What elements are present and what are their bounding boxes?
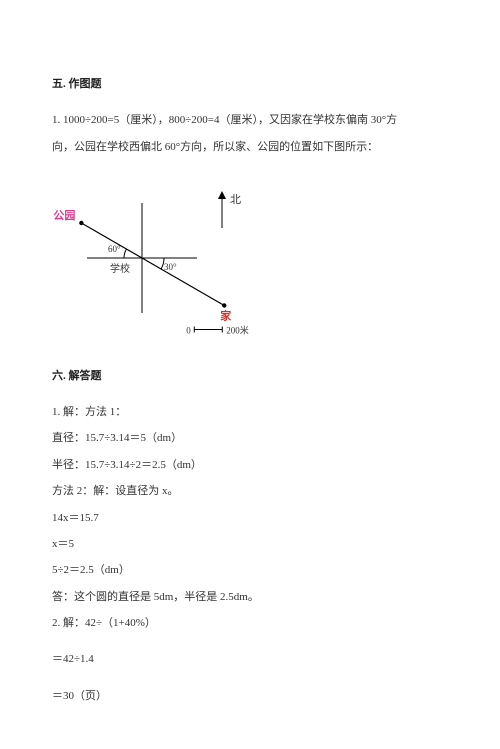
diagram-container: 北公园 60° 家 30° 学校 0 200米 <box>52 168 448 348</box>
svg-text:学校: 学校 <box>110 262 130 275</box>
svg-text:200米: 200米 <box>226 325 249 336</box>
section5-heading: 五. 作图题 <box>52 71 448 97</box>
svg-text:30°: 30° <box>164 262 177 272</box>
section6-heading: 六. 解答题 <box>52 363 448 389</box>
svg-text:0: 0 <box>186 326 191 336</box>
svg-text:公园: 公园 <box>53 209 75 222</box>
svg-text:家: 家 <box>220 309 232 323</box>
q1-text-line1: 1. 1000÷200=5（厘米），800÷200=4（厘米），又因家在学校东偏… <box>52 107 448 133</box>
a1-l3: 半径：15.7÷3.14÷2＝2.5（dm） <box>52 452 448 478</box>
a2-l3: ＝30（页） <box>52 683 448 709</box>
a1-l7: 5÷2＝2.5（dm） <box>52 557 448 583</box>
q1-text-line2: 向，公园在学校西偏北 60°方向，所以家、公园的位置如下图所示： <box>52 134 448 160</box>
a1-l8: 答：这个圆的直径是 5dm，半径是 2.5dm。 <box>52 584 448 610</box>
page: 五. 作图题 1. 1000÷200=5（厘米），800÷200=4（厘米），又… <box>0 0 500 749</box>
a1-l1: 1. 解：方法 1： <box>52 399 448 425</box>
a1-l4: 方法 2：解：设直径为 x。 <box>52 478 448 504</box>
svg-text:60°: 60° <box>108 244 121 254</box>
a2-l1: 2. 解：42÷（1+40%） <box>52 610 448 636</box>
a1-l5: 14x＝15.7 <box>52 505 448 531</box>
a1-l6: x＝5 <box>52 531 448 557</box>
direction-diagram: 北公园 60° 家 30° 学校 0 200米 <box>52 168 282 338</box>
a2-l2: ＝42÷1.4 <box>52 646 448 672</box>
svg-text:北: 北 <box>230 193 241 206</box>
a1-l2: 直径：15.7÷3.14＝5（dm） <box>52 425 448 451</box>
